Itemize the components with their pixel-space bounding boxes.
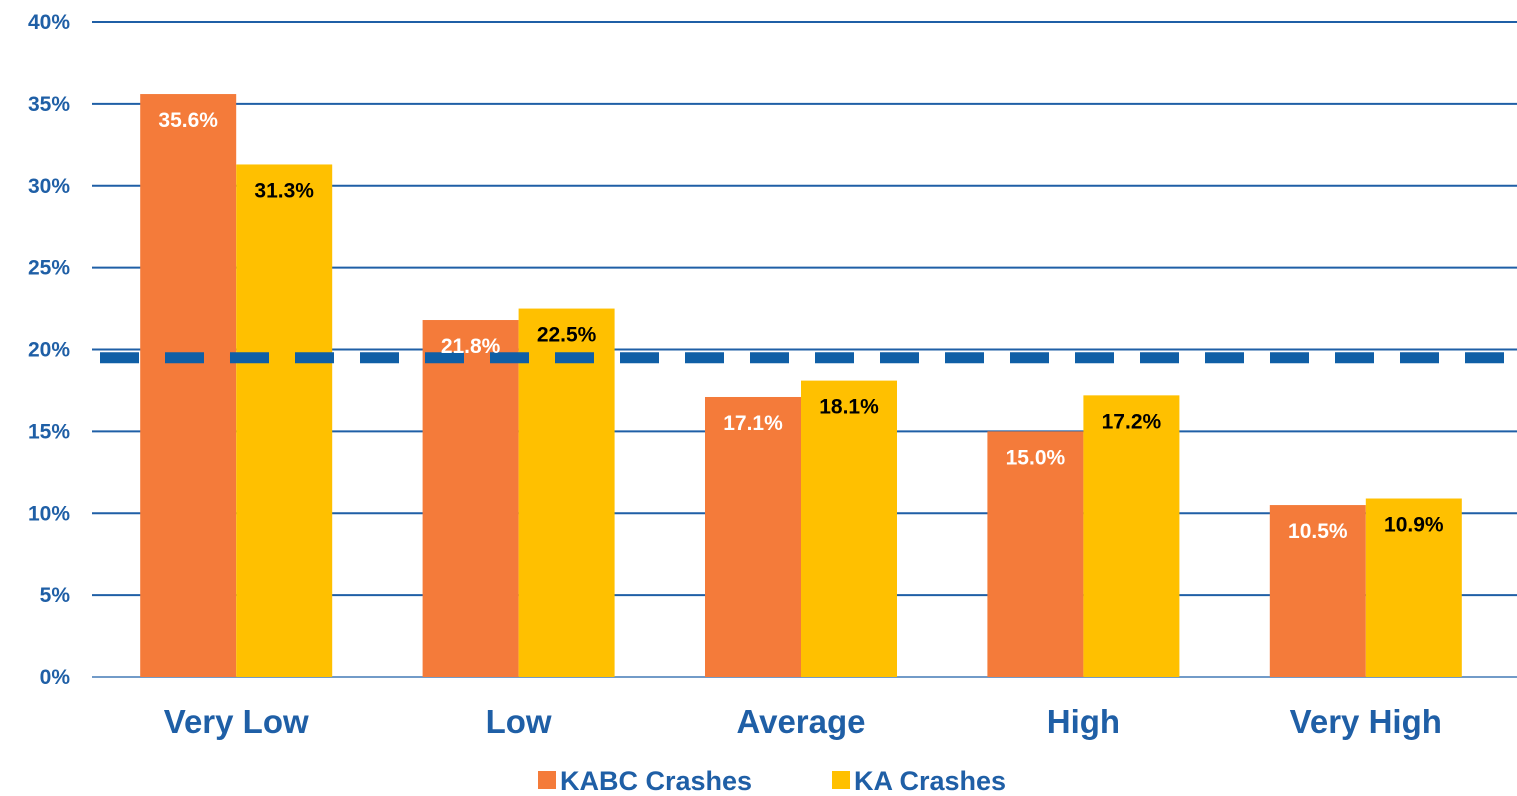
y-tick-label: 25%	[28, 257, 70, 280]
legend-swatch-ka	[832, 771, 850, 789]
y-tick-label: 10%	[28, 502, 70, 525]
legend-swatch-kabc	[538, 771, 556, 789]
data-label: 10.5%	[1288, 520, 1348, 543]
data-label: 10.9%	[1384, 514, 1444, 537]
x-tick-label: Very High	[1290, 703, 1442, 740]
y-tick-label: 15%	[28, 420, 70, 443]
x-tick-label: Low	[486, 703, 552, 740]
bar-ka-3	[1083, 395, 1180, 677]
data-label: 31.3%	[254, 179, 314, 202]
bar-kabc-2	[705, 396, 801, 677]
x-tick-label: Average	[736, 703, 865, 740]
data-label: 18.1%	[819, 396, 879, 419]
y-tick-label: 20%	[28, 339, 70, 362]
y-tick-label: 0%	[40, 666, 71, 689]
x-tick-label: Very Low	[164, 703, 309, 740]
y-tick-label: 40%	[28, 11, 70, 34]
legend-label-kabc: KABC Crashes	[560, 766, 752, 796]
data-label: 35.6%	[158, 109, 218, 132]
data-label: 17.1%	[723, 412, 783, 435]
y-tick-label: 5%	[40, 584, 71, 607]
bar-kabc-0	[140, 94, 237, 678]
bar-ka-2	[801, 380, 897, 677]
y-tick-label: 35%	[28, 93, 70, 116]
y-tick-label: 30%	[28, 175, 70, 198]
bar-kabc-3	[987, 431, 1084, 677]
data-label: 17.2%	[1102, 410, 1162, 433]
data-label: 22.5%	[537, 324, 597, 347]
legend-label-ka: KA Crashes	[854, 766, 1006, 796]
data-label: 21.8%	[441, 335, 501, 358]
bar-kabc-4	[1269, 505, 1366, 677]
bar-ka-1	[518, 308, 615, 677]
bar-ka-4	[1365, 498, 1462, 677]
bar-kabc-1	[422, 320, 519, 677]
data-label: 15.0%	[1006, 446, 1066, 469]
x-tick-label: High	[1047, 703, 1120, 740]
bar-ka-0	[236, 164, 333, 677]
